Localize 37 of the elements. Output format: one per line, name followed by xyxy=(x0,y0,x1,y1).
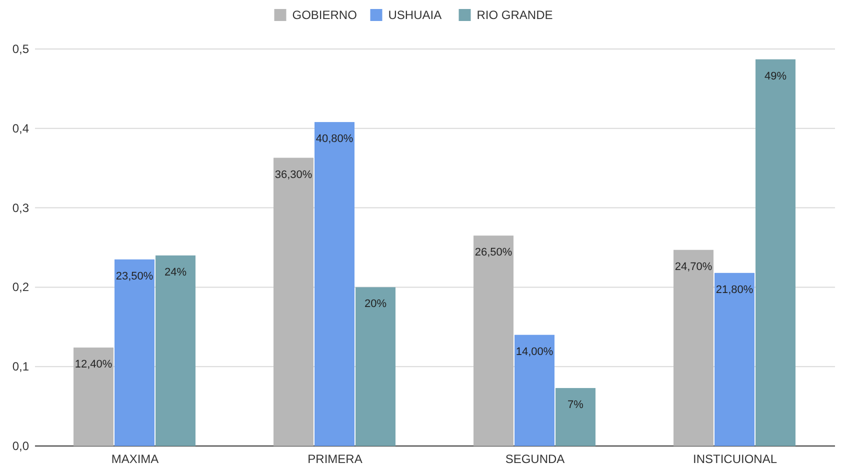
x-tick-label: INSTICUIONAL xyxy=(692,452,778,466)
legend-label: USHUAIA xyxy=(388,8,442,22)
data-label: 12,40% xyxy=(74,358,112,371)
bar xyxy=(674,250,714,446)
legend-label: RIO GRANDE xyxy=(476,8,553,22)
data-label: 36,30% xyxy=(274,168,312,181)
data-label: 23,50% xyxy=(116,270,154,282)
data-label: 40,80% xyxy=(316,133,354,146)
x-tick-label: SEGUNDA xyxy=(505,452,565,466)
bar xyxy=(314,122,354,446)
data-label: 7% xyxy=(568,399,584,412)
x-tick-label: MAXIMA xyxy=(111,452,159,466)
y-tick-label: 0,0 xyxy=(12,439,30,453)
bar xyxy=(74,348,114,446)
data-label: 24% xyxy=(164,266,187,278)
legend-label: GOBIERNO xyxy=(292,8,357,22)
bar xyxy=(756,59,796,446)
x-tick-label: PRIMERA xyxy=(308,452,362,466)
y-tick-label: 0,5 xyxy=(12,42,30,56)
data-label: 21,80% xyxy=(716,284,754,296)
data-label: 20% xyxy=(364,298,387,310)
bar xyxy=(156,255,196,446)
bar xyxy=(474,236,514,446)
bar xyxy=(114,259,154,446)
bar xyxy=(714,272,754,446)
data-label: 24,70% xyxy=(674,260,712,273)
y-tick-label: 0,1 xyxy=(12,360,30,374)
bar xyxy=(514,334,554,446)
data-label: 14,00% xyxy=(516,346,554,358)
bar xyxy=(356,287,396,446)
y-tick-label: 0,2 xyxy=(12,280,30,294)
data-label: 26,50% xyxy=(474,246,512,259)
data-label: 49% xyxy=(764,70,787,82)
bar xyxy=(274,158,314,446)
y-tick-label: 0,4 xyxy=(12,121,30,136)
bar xyxy=(556,388,596,446)
y-tick-label: 0,3 xyxy=(12,200,30,215)
